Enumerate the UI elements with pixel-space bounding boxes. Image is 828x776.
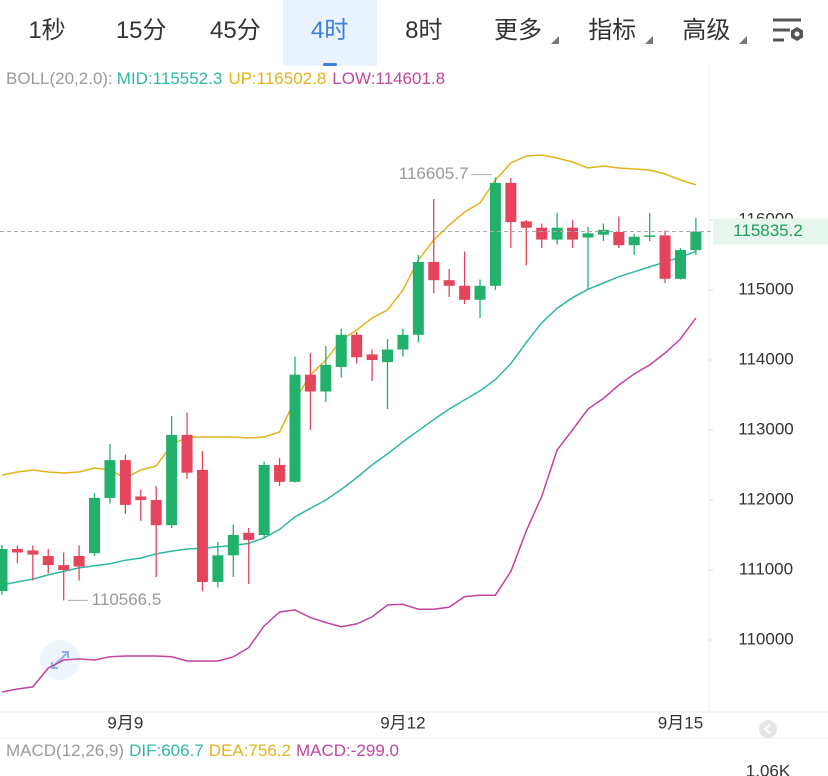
candle-body bbox=[89, 497, 101, 554]
candle-body bbox=[27, 550, 39, 555]
timeframe-tab[interactable]: 更多 bbox=[494, 17, 542, 44]
candle-body bbox=[119, 460, 131, 505]
y-tick-label: 115000 bbox=[738, 279, 793, 298]
y-tick-label: 112000 bbox=[738, 489, 793, 508]
candle-body bbox=[628, 236, 640, 246]
bollinger-line bbox=[1, 317, 697, 693]
dropdown-caret bbox=[551, 36, 559, 44]
legend-entry: UP:116502.8 bbox=[228, 69, 326, 88]
candle-body bbox=[11, 549, 23, 553]
timeframe-tab[interactable]: 指标 bbox=[588, 17, 637, 44]
timeframe-tab[interactable]: 45分 bbox=[210, 17, 261, 44]
last-price-tag bbox=[713, 218, 828, 245]
candle-body bbox=[258, 465, 270, 535]
legend-entry: LOW:114601.8 bbox=[332, 69, 445, 88]
y-tick-label: 111000 bbox=[739, 559, 793, 578]
candle-body bbox=[443, 280, 455, 286]
candle-body bbox=[212, 555, 224, 582]
timeframe-tab[interactable]: 高级 bbox=[682, 17, 731, 44]
scroll-button[interactable] bbox=[759, 720, 777, 738]
candle-body bbox=[674, 250, 686, 279]
macd-title: MACD(12,26,9) bbox=[6, 741, 124, 760]
timeframe-tab[interactable]: 15分 bbox=[115, 17, 167, 44]
candle-body bbox=[644, 235, 656, 237]
candle-body bbox=[181, 434, 193, 473]
candle-body bbox=[104, 460, 116, 498]
candle-body bbox=[166, 434, 178, 526]
high-label: 116605.7 bbox=[399, 164, 469, 183]
y-tick-label: 114000 bbox=[738, 349, 793, 368]
low-label: 110566.5 bbox=[92, 590, 162, 609]
indicator-title: BOLL(20,2.0): bbox=[6, 69, 113, 88]
candle-body bbox=[227, 535, 239, 556]
timeframe-tab[interactable]: 8时 bbox=[405, 17, 443, 44]
y-tick-label: 110000 bbox=[738, 629, 793, 648]
macd-legend: MACD(12,26,9) DIF:606.7 DEA:756.2 MACD:-299… bbox=[6, 741, 399, 760]
candle-body bbox=[520, 221, 532, 228]
x-tick-label: 9月15 bbox=[658, 713, 703, 732]
candle-body bbox=[459, 285, 471, 300]
candle-body bbox=[73, 556, 85, 567]
x-tick-label: 9月12 bbox=[380, 713, 425, 732]
macd-axis-label: 1.06K bbox=[746, 761, 791, 776]
last-price-label: 115835.2 bbox=[733, 221, 803, 240]
candle-body bbox=[536, 227, 548, 240]
timeframe-tab[interactable]: 4时 bbox=[282, 0, 377, 66]
dropdown-caret bbox=[739, 36, 748, 44]
candle-body bbox=[196, 469, 208, 582]
macd-entry: MACD:-299.0 bbox=[296, 741, 399, 760]
candle-body bbox=[505, 182, 517, 223]
candle-body bbox=[474, 285, 486, 300]
tab-bar: 1秒 15分 45分 4时 8时 更多 指标 高级 bbox=[0, 0, 828, 66]
legend-entry: MID:115552.3 bbox=[117, 69, 223, 88]
candle-body bbox=[597, 229, 609, 235]
candle-body bbox=[42, 556, 54, 566]
candle-body bbox=[304, 374, 316, 392]
bollinger-line bbox=[1, 250, 697, 586]
candle-body bbox=[150, 500, 162, 526]
indicator-legend: BOLL(20,2.0): MID:115552.3 UP:116502.8 LOW:… bbox=[6, 69, 445, 88]
candle-body bbox=[551, 227, 563, 240]
y-tick-label: 113000 bbox=[738, 419, 793, 438]
candle-body bbox=[412, 262, 424, 335]
candle-body bbox=[335, 334, 347, 367]
candle-body bbox=[659, 235, 671, 279]
candle-body bbox=[0, 549, 8, 591]
macd-entry: DEA:756.2 bbox=[209, 741, 291, 760]
candle-body bbox=[397, 334, 409, 350]
candle-body bbox=[567, 227, 579, 240]
candle-body bbox=[58, 565, 70, 570]
candle-body bbox=[366, 354, 378, 360]
candle-body bbox=[289, 374, 301, 482]
candle-body bbox=[351, 334, 363, 358]
dropdown-caret bbox=[645, 36, 654, 44]
candle-body bbox=[243, 532, 255, 540]
candle-body bbox=[382, 349, 393, 363]
candle-body bbox=[274, 465, 286, 482]
candle-body bbox=[428, 262, 440, 281]
candle-body bbox=[135, 496, 147, 500]
bollinger-line bbox=[1, 154, 697, 479]
candle-body bbox=[489, 182, 501, 286]
candle-body bbox=[613, 231, 625, 246]
candle-body bbox=[320, 364, 332, 392]
macd-entry: DIF:606.7 bbox=[129, 741, 204, 760]
timeframe-tab[interactable]: 1秒 bbox=[28, 17, 66, 44]
candle-body bbox=[582, 233, 594, 238]
expand-icon[interactable] bbox=[40, 640, 80, 680]
candle-body bbox=[690, 231, 702, 251]
x-tick-label: 9月9 bbox=[107, 713, 143, 732]
